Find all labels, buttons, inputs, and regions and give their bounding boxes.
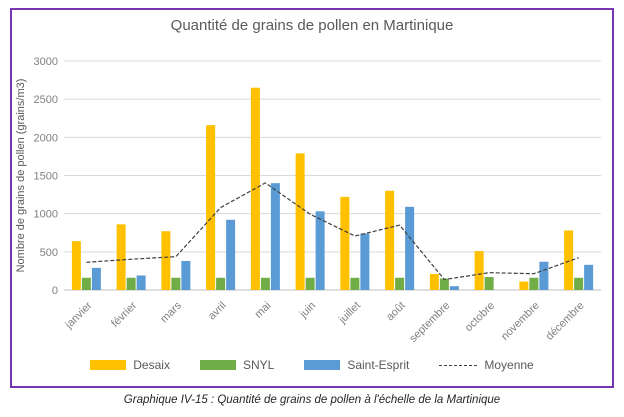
bar-Desaix-décembre (564, 230, 574, 290)
bar-SNYL-juillet (350, 277, 360, 290)
x-category-label: juillet (336, 300, 363, 327)
x-category-label: août (384, 300, 408, 324)
bar-Desaix-novembre (519, 281, 529, 290)
bar-SNYL-juin (305, 277, 315, 290)
x-category-label: septembre (407, 300, 452, 345)
y-tick-label: 1500 (34, 171, 58, 183)
x-category-label: juin (297, 300, 318, 321)
legend-item-desaix: Desaix (90, 358, 170, 372)
y-tick-label: 3000 (34, 56, 58, 68)
legend-item-saint-esprit: Saint-Esprit (304, 358, 409, 372)
bar-Desaix-janvier (71, 241, 81, 290)
x-category-label: novembre (499, 300, 542, 343)
x-category-label: janvier (62, 299, 94, 331)
bar-Saint-Esprit-février (136, 275, 146, 290)
y-tick-label: 2500 (34, 94, 58, 106)
bar-Desaix-octobre (474, 251, 484, 290)
y-tick-label: 2000 (34, 132, 58, 144)
bar-Saint-Esprit-septembre (449, 286, 459, 290)
bar-SNYL-février (126, 277, 136, 290)
x-category-label: octobre (463, 300, 497, 334)
bar-Desaix-avril (206, 125, 216, 291)
bar-SNYL-mai (260, 277, 270, 290)
bar-SNYL-août (395, 277, 405, 290)
bar-SNYL-avril (216, 277, 226, 290)
legend-label-snyl: SNYL (242, 358, 275, 372)
chart-title: Quantité de grains de pollen en Martiniq… (170, 17, 454, 34)
moyenne-dashed-line-swatch (439, 364, 478, 366)
bar-Saint-Esprit-mai (270, 183, 280, 290)
y-tick-label: 1000 (34, 209, 58, 221)
x-category-label: mars (158, 299, 184, 325)
chart-frame: Quantité de grains de pollen en Martiniq… (10, 8, 614, 388)
bar-SNYL-septembre (439, 278, 449, 290)
bar-Saint-Esprit-mars (181, 260, 191, 290)
bar-Saint-Esprit-juin (315, 211, 325, 290)
bar-SNYL-octobre (484, 277, 494, 290)
bar-Desaix-août (385, 190, 395, 290)
chart-legend: Desaix SNYL Saint-Esprit Moyenne (12, 358, 612, 372)
x-category-label: décembre (544, 300, 587, 343)
legend-label-saint-esprit: Saint-Esprit (347, 358, 410, 372)
legend-item-moyenne: Moyenne (439, 358, 534, 372)
x-category-label: mai (252, 300, 273, 321)
bar-SNYL-mars (171, 277, 181, 290)
moyenne-line (86, 182, 579, 281)
bar-Desaix-février (116, 224, 126, 290)
legend-label-moyenne: Moyenne (484, 358, 534, 372)
bar-Desaix-mars (161, 231, 171, 290)
bar-Desaix-juillet (340, 196, 350, 290)
bar-Saint-Esprit-juillet (360, 233, 370, 290)
bar-Desaix-septembre (429, 273, 439, 290)
saint-esprit-color-swatch (304, 360, 341, 370)
desaix-color-swatch (90, 360, 127, 370)
y-tick-label: 500 (40, 247, 58, 259)
y-axis-title: Nombre de grains de pollen (grains/m3) (15, 79, 27, 273)
legend-item-snyl: SNYL (199, 358, 275, 372)
x-category-label: février (109, 299, 139, 329)
bar-Saint-Esprit-avril (226, 219, 236, 290)
x-category-label: avril (206, 300, 229, 323)
legend-label-desaix: Desaix (133, 358, 170, 372)
bar-SNYL-décembre (574, 277, 584, 290)
bar-Desaix-juin (295, 153, 305, 290)
pollen-bar-chart: 0 500 1000 1500 2000 2500 3000 Nombre de grains… (15, 56, 601, 345)
bar-Saint-Esprit-décembre (584, 264, 594, 290)
chart-caption: Graphique IV-15 : Quantité de grains de … (123, 394, 501, 406)
bar-Saint-Esprit-janvier (91, 267, 101, 290)
bar-Saint-Esprit-novembre (539, 261, 549, 290)
snyl-color-swatch (199, 360, 236, 370)
bar-SNYL-novembre (529, 277, 539, 290)
bar-SNYL-janvier (81, 277, 91, 290)
bar-Saint-Esprit-août (405, 206, 415, 290)
y-tick-label: 0 (52, 285, 58, 297)
